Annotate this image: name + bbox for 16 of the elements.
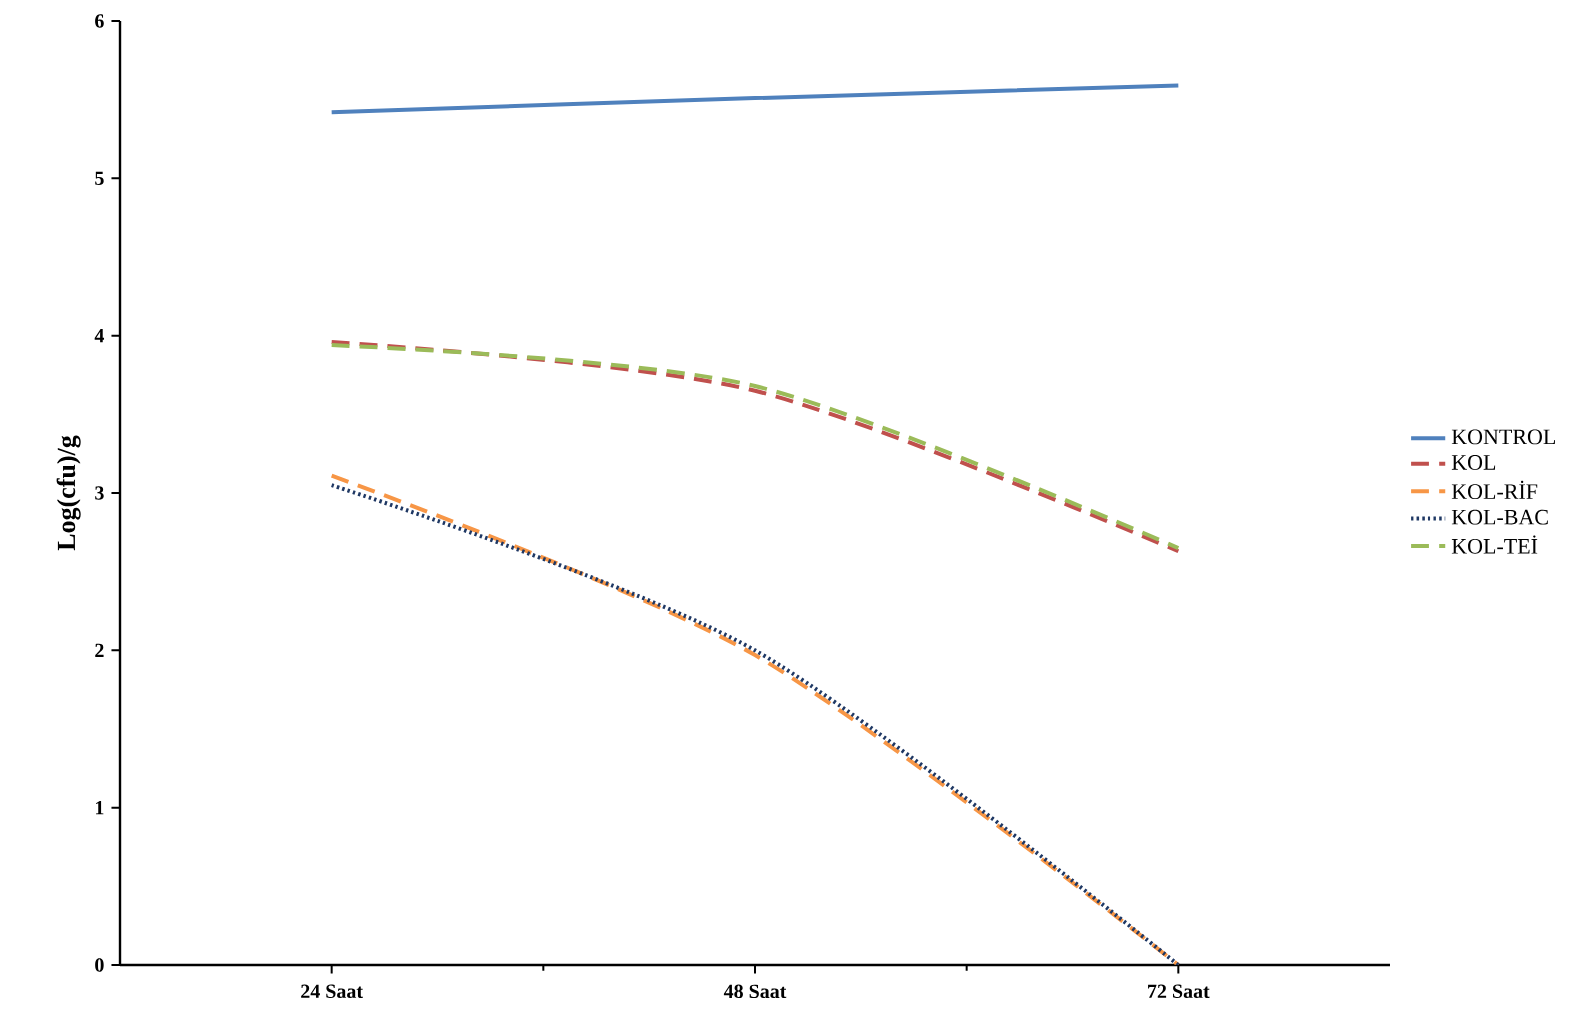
y-tick-label: 5 bbox=[95, 171, 104, 185]
legend-label: KOL bbox=[1451, 455, 1496, 470]
y-tick-label: 6 bbox=[95, 14, 104, 28]
y-tick-label: 1 bbox=[96, 801, 104, 815]
y-tick-label: 0 bbox=[95, 958, 104, 972]
y-tick-label: 3 bbox=[95, 486, 104, 500]
legend-label: KOL-TEİ bbox=[1451, 535, 1538, 554]
legend-label: KOL-BAC bbox=[1451, 509, 1548, 525]
x-tick-label: 48 Saat bbox=[723, 984, 787, 999]
legend-label: KOL-RİF bbox=[1451, 480, 1538, 500]
y-axis-title: Log(cfu)/g bbox=[56, 435, 81, 551]
y-tick-label: 2 bbox=[95, 643, 104, 657]
x-tick-label: 72 Saat bbox=[1148, 984, 1210, 999]
legend-label: KONTROL bbox=[1451, 429, 1555, 445]
x-tick-label: 24 Saat bbox=[301, 984, 363, 999]
y-tick-label: 4 bbox=[94, 329, 105, 343]
